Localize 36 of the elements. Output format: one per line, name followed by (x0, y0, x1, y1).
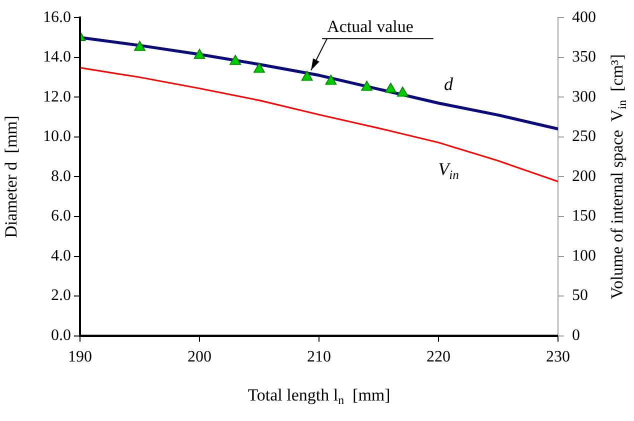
y-tick-label: 14.0 (43, 48, 71, 66)
x-tick-label: 220 (426, 348, 450, 366)
y2-tick-label: 350 (572, 48, 596, 66)
y-tick-label: 10.0 (43, 128, 71, 146)
y-tick-label: 8.0 (51, 168, 71, 185)
y2-tick-label: 300 (572, 88, 596, 106)
y2-tick-label: 0 (572, 327, 580, 344)
series-label: d (444, 74, 454, 94)
y-tick-label: 4.0 (51, 247, 71, 264)
point (194, 48, 206, 59)
y-tick-label: 6.0 (51, 208, 71, 225)
point (325, 74, 337, 85)
x-tick-label: 190 (68, 348, 92, 366)
y2-tick-label: 200 (572, 168, 596, 185)
point (385, 82, 396, 93)
y-tick-label: 16.0 (43, 8, 71, 26)
y2-tick-label: 100 (572, 247, 596, 264)
y-tick-label: 0.0 (51, 327, 71, 344)
y-axis-title: Diameter d [mm] (1, 116, 20, 238)
point (230, 54, 242, 65)
point (396, 86, 408, 97)
y2-tick-label: 150 (572, 208, 596, 225)
annotation: Actual value (327, 17, 414, 36)
x-tick-label: 210 (307, 348, 331, 366)
point (301, 70, 313, 81)
point (361, 80, 372, 91)
x-tick-label: 200 (188, 348, 212, 366)
y2-tick-label: 250 (572, 128, 596, 146)
y2-tick-label: 50 (572, 287, 588, 304)
point (134, 40, 146, 51)
y-tick-label: 12.0 (43, 88, 71, 106)
y-tick-label: 2.0 (51, 287, 71, 304)
y2-tick-label: 400 (572, 8, 596, 26)
point (254, 62, 265, 73)
y2-axis-title: Volume of internal space Vin [cm³] (607, 54, 630, 300)
x-tick-label: 230 (546, 348, 570, 366)
